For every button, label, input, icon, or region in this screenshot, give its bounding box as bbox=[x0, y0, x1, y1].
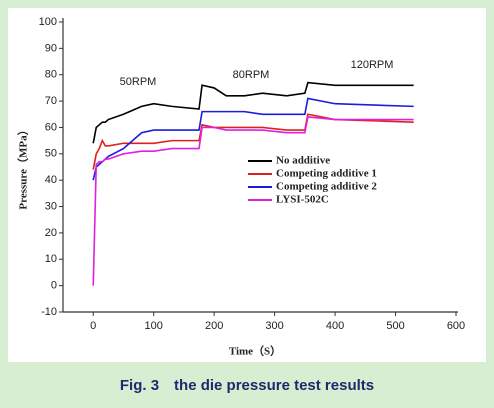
x-tick-label: 600 bbox=[447, 320, 465, 332]
annotation: 120RPM bbox=[351, 59, 394, 71]
x-tick-label: 200 bbox=[205, 320, 223, 332]
series-line bbox=[92, 116, 414, 286]
annotation: 80RPM bbox=[233, 69, 270, 81]
annotation: 50RPM bbox=[120, 76, 157, 88]
series-line bbox=[92, 81, 414, 144]
x-tick-label: 400 bbox=[326, 320, 344, 332]
chart-panel bbox=[8, 8, 486, 362]
y-tick-label: 10 bbox=[45, 253, 57, 265]
y-tick-label: 90 bbox=[45, 42, 57, 54]
x-tick-label: 300 bbox=[265, 320, 283, 332]
caption: Fig. 3 the die pressure test results bbox=[120, 377, 374, 394]
legend-label: LYSI-502C bbox=[276, 194, 329, 206]
y-tick-label: 80 bbox=[45, 69, 57, 81]
x-tick-label: 0 bbox=[90, 320, 96, 332]
x-axis-label: Time（S） bbox=[229, 345, 281, 358]
y-tick-label: 20 bbox=[45, 227, 57, 239]
y-tick-label: 50 bbox=[45, 148, 57, 160]
y-tick-label: 100 bbox=[39, 16, 57, 28]
y-axis-label: Pressure（MPa） bbox=[17, 124, 30, 209]
y-tick-label: -10 bbox=[41, 306, 57, 318]
y-tick-label: 70 bbox=[45, 95, 57, 107]
legend-label: No additive bbox=[276, 155, 330, 167]
y-tick-label: 40 bbox=[45, 174, 57, 186]
legend-label: Competing additive 2 bbox=[276, 181, 377, 193]
y-tick-label: 30 bbox=[45, 200, 57, 212]
y-tick-label: 0 bbox=[51, 280, 57, 292]
y-tick-label: 60 bbox=[45, 121, 57, 133]
legend-label: Competing additive 1 bbox=[276, 168, 377, 180]
x-tick-label: 500 bbox=[386, 320, 404, 332]
series-line bbox=[92, 113, 414, 170]
x-tick-label: 100 bbox=[145, 320, 163, 332]
